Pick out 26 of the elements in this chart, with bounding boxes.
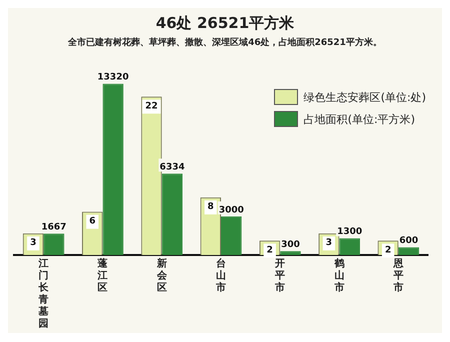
chart-title: 46处 26521平方米: [154, 13, 296, 33]
data-label: 6: [89, 216, 96, 227]
x-tick-label: 开平市: [274, 258, 286, 294]
bar: [102, 84, 124, 255]
data-label: 300: [281, 240, 300, 250]
legend-label: 占地面积(单位:平方米): [304, 112, 415, 126]
data-label: 1300: [337, 227, 362, 238]
x-tick-label: 恩平市: [392, 258, 404, 294]
data-label: 2: [266, 245, 273, 256]
x-tick-label: 新会区: [156, 258, 168, 294]
data-label: 13320: [97, 72, 129, 83]
data-label: 6334: [160, 162, 185, 172]
chart-subtitle: 全市已建有树花葬、草坪葬、撒散、深埋区域46处，占地面积26521平方米。: [67, 36, 383, 50]
legend-label: 绿色生态安葬区(单位:处): [304, 90, 426, 104]
data-label: 8: [208, 202, 214, 212]
x-tick-label: 鹤山市: [333, 258, 344, 294]
x-tick-label: 江门长青墓园: [38, 258, 50, 330]
data-label: 3: [30, 238, 36, 248]
data-label: 1667: [41, 222, 66, 232]
data-label: 3000: [218, 205, 244, 216]
x-tick-label: 蓬江区: [96, 258, 108, 294]
data-label: 3: [326, 238, 332, 248]
data-label: 22: [145, 101, 158, 112]
data-label: 600: [399, 236, 418, 246]
x-tick-label: 台山市: [215, 258, 226, 294]
data-label: 2: [384, 245, 392, 256]
